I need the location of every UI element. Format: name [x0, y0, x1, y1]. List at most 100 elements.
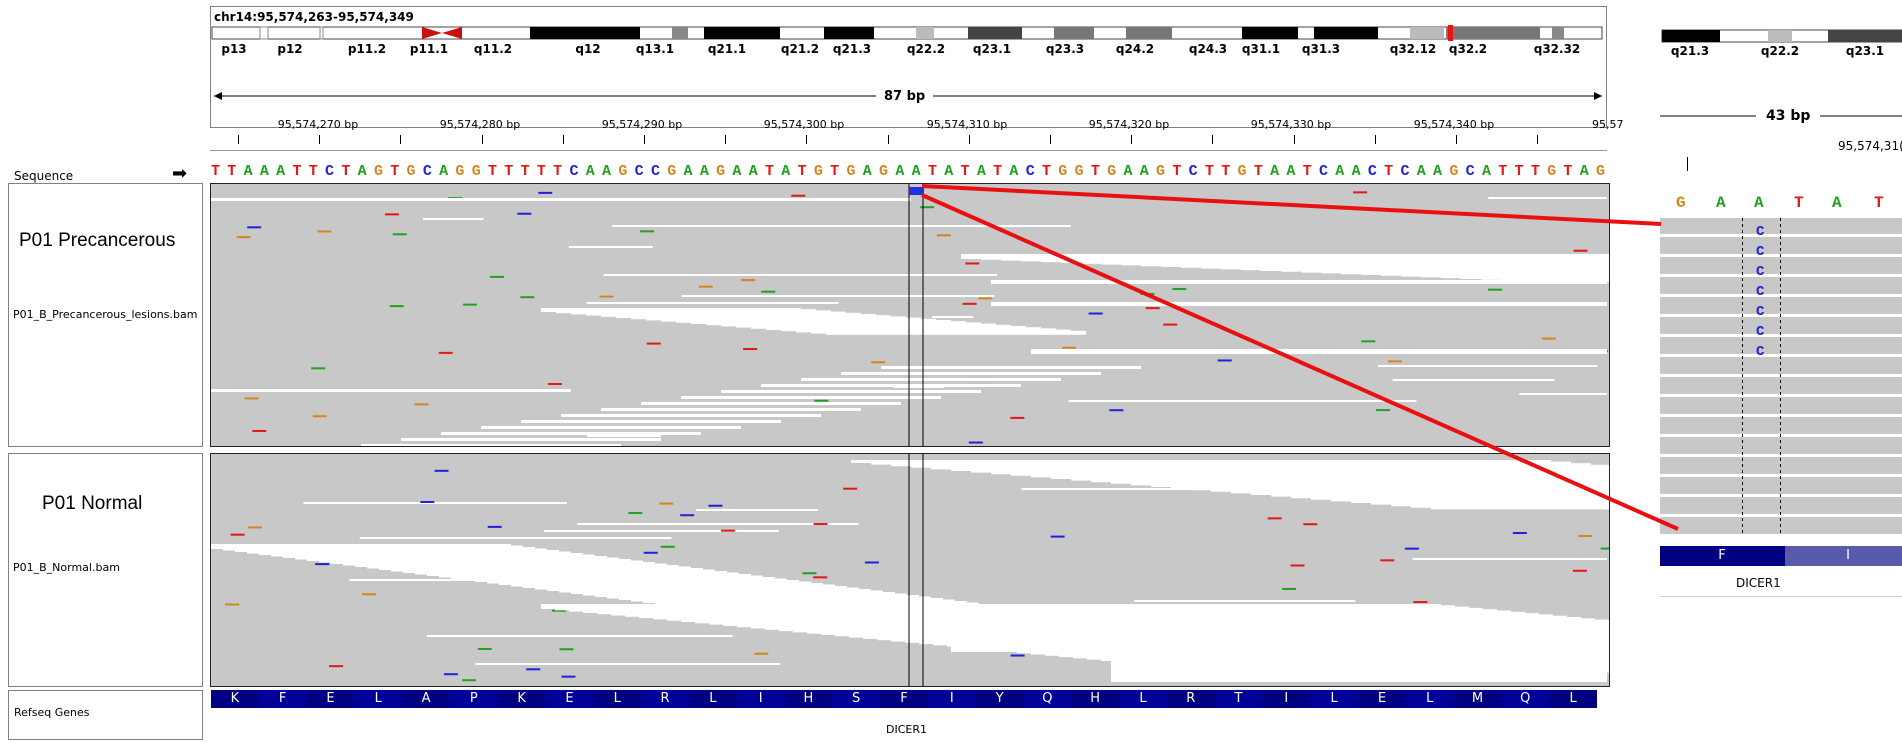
zoom-guide-dash	[1780, 260, 1781, 263]
sequence-base: A	[1286, 163, 1296, 180]
zoom-guide-dash	[1742, 260, 1743, 263]
mismatch-mark	[814, 399, 829, 402]
sequence-base: A	[976, 163, 986, 180]
mismatch-mark	[871, 361, 886, 364]
alignment-panel-normal[interactable]	[210, 453, 1610, 687]
mismatch-mark	[1172, 288, 1187, 291]
ruler-baseline	[210, 150, 1607, 151]
sequence-base: A	[1139, 163, 1149, 180]
zoom-alt-base: C	[1756, 324, 1765, 340]
aminoacid: L	[593, 690, 642, 708]
zoom-guide-dash	[1780, 290, 1781, 293]
sequence-base: A	[1416, 163, 1426, 180]
zoom-guide-dash	[1780, 374, 1781, 377]
mismatch-mark	[643, 551, 658, 554]
mismatch-mark	[561, 675, 576, 678]
zoom-read-gap	[1660, 354, 1902, 357]
sequence-base: C	[422, 163, 432, 180]
sequence-base: T	[960, 163, 970, 180]
sequence-base: G	[813, 163, 823, 180]
cytoband-label: q22.2	[906, 42, 946, 56]
zoom-guide-dash	[1742, 440, 1743, 443]
mismatch-mark	[438, 351, 453, 354]
zoom-ideogram	[1661, 29, 1902, 43]
read-gap	[1377, 365, 1598, 367]
mismatch-mark	[1413, 601, 1428, 604]
sequence-base: T	[1090, 163, 1100, 180]
ruler-tick-mark	[806, 135, 808, 144]
chromosome-ideogram[interactable]	[210, 25, 1607, 41]
zoom-guide-dash	[1742, 506, 1743, 509]
sequence-base: G	[716, 163, 726, 180]
zoom-guide-dash	[1742, 386, 1743, 389]
zoom-guide-dash	[1742, 398, 1743, 401]
mismatch-mark	[311, 367, 326, 370]
mismatch-mark	[646, 342, 661, 345]
reads-background	[211, 184, 1609, 446]
read-gap	[586, 302, 839, 304]
cytoband-label: q23.3	[1045, 42, 1085, 56]
zoom-guide-dash	[1780, 458, 1781, 461]
mismatch-mark	[462, 679, 477, 682]
mismatch-mark	[1578, 534, 1593, 537]
mismatch-mark	[920, 206, 935, 209]
zoom-guide-dash	[1742, 368, 1743, 371]
read-gap	[603, 274, 997, 276]
aminoacid: R	[1166, 690, 1215, 708]
mismatch-mark	[936, 234, 951, 237]
mismatch-mark	[968, 441, 983, 444]
zoom-read-gap	[1660, 394, 1902, 397]
sequence-base: T	[993, 163, 1003, 180]
coverage-gap	[761, 384, 1021, 387]
sequence-base: C	[1188, 163, 1198, 180]
cytoband-label: q24.3	[1188, 42, 1228, 56]
sequence-base: A	[732, 163, 742, 180]
track-name-panel-precancerous	[8, 183, 203, 447]
mismatch-mark	[1388, 360, 1403, 363]
zoom-guide-dash	[1742, 500, 1743, 503]
mismatch-mark	[477, 647, 492, 650]
zoom-guide-dash	[1780, 524, 1781, 527]
mismatch-mark	[1088, 312, 1103, 315]
sequence-base: G	[471, 163, 481, 180]
mismatch-mark	[236, 236, 251, 239]
ruler-tick-mark	[1456, 135, 1457, 144]
zoom-guide-dash	[1742, 326, 1743, 329]
zoom-guide-dash	[1780, 236, 1781, 239]
mismatch-mark	[813, 523, 828, 526]
sequence-base: T	[1302, 163, 1312, 180]
mismatch-mark	[551, 609, 566, 612]
zoom-guide-dash	[1780, 410, 1781, 413]
mismatch-mark	[741, 279, 756, 282]
aminoacid: K	[497, 690, 546, 708]
zoom-read-gap	[1660, 334, 1902, 337]
sequence-base: A	[1123, 163, 1133, 180]
read-gap	[1519, 393, 1607, 395]
zoom-guide-dash	[1780, 512, 1781, 515]
alignment-panel-precancerous[interactable]	[210, 183, 1610, 447]
mismatch-mark	[315, 563, 330, 566]
zoom-guide-dash	[1780, 476, 1781, 479]
zoom-base: G	[1676, 194, 1686, 212]
coverage-gap	[361, 444, 621, 446]
read-gap	[1412, 558, 1607, 560]
mismatch-mark	[1353, 191, 1368, 194]
zoom-guide-dash	[1742, 272, 1743, 275]
zoom-guide-dash	[1780, 362, 1781, 365]
mismatch-mark	[761, 290, 776, 293]
sequence-base: A	[602, 163, 612, 180]
mismatch-mark	[1062, 346, 1077, 349]
strand-arrow-icon[interactable]: ➡	[172, 163, 188, 184]
coverage-gap	[641, 402, 901, 405]
zoom-span-label: 43 bp	[1756, 108, 1821, 124]
zoom-guide-dash	[1780, 242, 1781, 245]
sequence-base: T	[1221, 163, 1231, 180]
zoom-guide-dash	[1780, 284, 1781, 287]
zoom-guide-dash	[1742, 278, 1743, 281]
zoom-alt-base: C	[1756, 244, 1765, 260]
zoom-guide-dash	[1780, 368, 1781, 371]
read-gap	[544, 530, 779, 532]
mismatch-mark	[559, 648, 574, 651]
read-gap	[359, 537, 672, 539]
coverage-gap	[991, 280, 1607, 284]
